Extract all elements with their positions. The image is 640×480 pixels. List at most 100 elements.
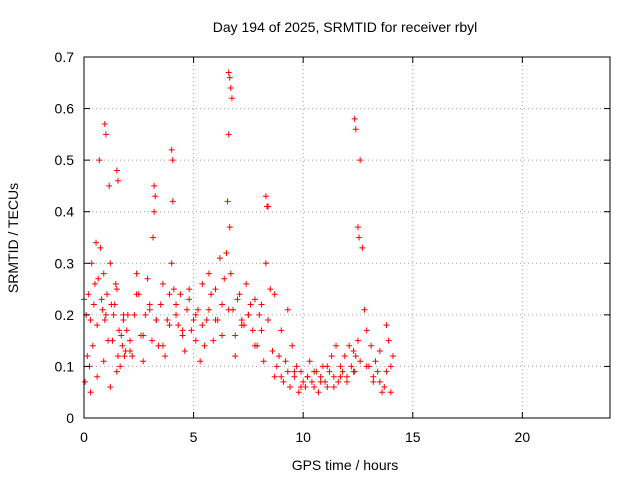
data-point	[168, 260, 175, 267]
data-point	[203, 317, 210, 324]
x-tick-label: 20	[515, 429, 531, 445]
data-point	[228, 95, 235, 102]
data-point	[96, 157, 103, 164]
data-point	[381, 384, 388, 391]
data-point	[159, 280, 166, 287]
data-point	[127, 347, 134, 354]
y-tick-label: 0.5	[55, 152, 75, 168]
data-point	[144, 275, 151, 282]
data-point	[346, 342, 353, 349]
data-point	[251, 342, 258, 349]
data-point	[271, 373, 278, 380]
data-point	[162, 353, 169, 360]
data-point	[102, 311, 109, 318]
data-point	[184, 306, 191, 313]
data-point	[243, 280, 250, 287]
data-point	[368, 342, 375, 349]
data-point	[170, 286, 177, 293]
data-point	[169, 157, 176, 164]
data-point	[324, 363, 331, 370]
data-point	[376, 347, 383, 354]
data-point	[326, 368, 333, 375]
data-point	[93, 239, 100, 246]
data-point	[315, 389, 322, 396]
data-point	[317, 373, 324, 380]
data-point	[146, 301, 153, 308]
y-axis-label: SRMTID / TECUs	[5, 183, 21, 293]
data-point	[107, 260, 114, 267]
data-point	[330, 384, 337, 391]
data-point	[225, 306, 232, 313]
plot-frame	[83, 56, 611, 419]
data-point	[177, 291, 184, 298]
data-point	[84, 353, 91, 360]
data-point	[225, 131, 232, 138]
data-point	[219, 301, 226, 308]
data-point	[224, 198, 231, 205]
y-tick-label: 0	[66, 410, 74, 426]
data-point	[258, 301, 265, 308]
data-point	[190, 317, 197, 324]
data-point	[236, 291, 243, 298]
data-point	[276, 353, 283, 360]
data-point	[372, 358, 379, 365]
data-point	[289, 342, 296, 349]
data-point	[291, 368, 298, 375]
data-point	[148, 337, 155, 344]
y-tick-label: 0.6	[55, 101, 75, 117]
data-point	[186, 286, 193, 293]
data-point	[387, 363, 394, 370]
data-point	[98, 296, 105, 303]
data-point	[175, 322, 182, 329]
data-point	[131, 311, 138, 318]
grid	[84, 57, 610, 418]
data-point	[226, 74, 233, 81]
data-point	[120, 311, 127, 318]
data-point	[238, 317, 245, 324]
data-point	[330, 373, 337, 380]
data-point	[179, 332, 186, 339]
data-point	[150, 234, 157, 241]
data-point	[350, 347, 357, 354]
data-point	[383, 322, 390, 329]
y-tick-label: 0.4	[55, 204, 75, 220]
data-point	[121, 353, 128, 360]
data-point	[113, 167, 120, 174]
data-point	[205, 306, 212, 313]
data-point	[159, 342, 166, 349]
chart-title: Day 194 of 2025, SRMTID for receiver rby…	[213, 19, 478, 35]
data-point	[169, 198, 176, 205]
data-point	[221, 275, 228, 282]
data-point	[357, 358, 364, 365]
data-point	[225, 69, 232, 76]
data-point	[101, 317, 108, 324]
data-point	[351, 115, 358, 122]
data-point	[284, 306, 291, 313]
data-point	[357, 157, 364, 164]
data-point	[186, 296, 193, 303]
data-point	[140, 358, 147, 365]
data-point	[87, 389, 94, 396]
data-point	[376, 378, 383, 385]
data-point	[354, 224, 361, 231]
data-point	[112, 280, 119, 287]
data-point	[127, 337, 134, 344]
data-point	[129, 353, 136, 360]
data-point	[361, 306, 368, 313]
data-point	[192, 311, 199, 318]
data-point	[168, 146, 175, 153]
data-point	[363, 363, 370, 370]
data-point	[102, 131, 109, 138]
data-point	[90, 301, 97, 308]
data-point	[194, 306, 201, 313]
data-point	[133, 291, 140, 298]
data-point	[341, 353, 348, 360]
data-point	[227, 270, 234, 277]
data-point	[152, 193, 159, 200]
data-point	[363, 327, 370, 334]
data-point	[151, 182, 158, 189]
data-point	[120, 317, 127, 324]
data-point	[280, 378, 287, 385]
data-point	[210, 337, 217, 344]
